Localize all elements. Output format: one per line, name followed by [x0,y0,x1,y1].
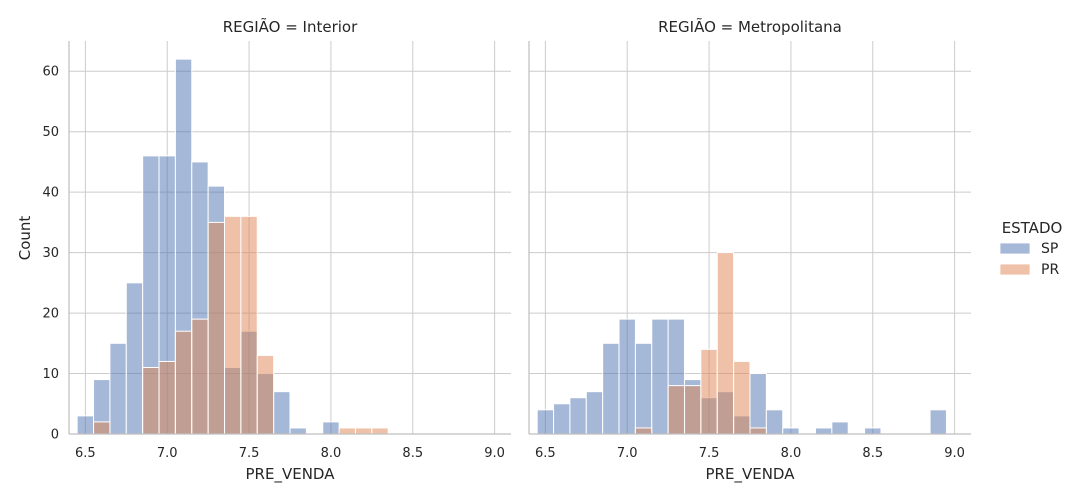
histogram-bar-pr [191,318,209,435]
histogram-bar-sp [536,409,555,435]
histogram-bar-sp [569,397,587,435]
histogram-bar-pr [354,427,373,435]
histogram-bar-pr [634,427,653,435]
histogram-bar-sp [831,421,849,435]
x-tick-label: 8.0 [321,446,342,461]
x-tick-label: 7.5 [239,446,260,461]
x-tick-label: 7.0 [157,446,178,461]
facet-title: REGIÃO = Interior [223,17,358,36]
facet-title: REGIÃO = Metropolitana [658,17,842,36]
histogram-bar-sp [749,373,767,435]
histogram-bar-pr [716,252,735,435]
facet-panel-2: 6.5 7.0 7.5 8.0 8.5 9.0 PRE_VENDA REGIÃO = Metr… [528,17,971,484]
legend-swatch-pr [999,263,1031,276]
histogram-bar-pr [142,366,160,435]
y-tick-label: 10 [42,367,59,382]
histogram-bar-pr [207,221,226,435]
facet-panel-1: 0 10 20 30 40 50 60 6.5 7.0 7.5 8.0 8.5 9.0 PRE_VENDA… [42,17,511,484]
histogram-bar-sp [109,342,127,435]
y-axis-label: Count [16,216,34,261]
histogram-bar-sp [929,409,947,435]
histogram-bar-pr [667,385,686,435]
histogram-bar-pr [256,354,275,435]
histogram-bar-sp [651,318,669,435]
histogram-bar-sp [585,391,604,435]
x-tick-label: 8.0 [781,446,802,461]
legend-swatch-sp [999,242,1031,255]
histogram-bar-sp [864,427,882,435]
histogram-bar-sp [618,318,636,435]
x-tick-label: 8.5 [402,446,423,461]
histogram-bar-pr [158,360,176,435]
x-tick-label: 7.0 [617,446,638,461]
histogram-bar-pr [733,360,751,435]
y-tick-label: 20 [42,307,59,322]
histogram-bar-pr [749,427,767,435]
y-tick-label: 60 [42,65,59,80]
x-axis-label: PRE_VENDA [706,465,796,484]
histogram-bar-pr [371,427,389,435]
y-tick-label: 0 [51,428,59,443]
y-tick-label: 30 [42,246,59,261]
histogram-bar-sp [634,342,653,435]
y-tick-label: 50 [42,125,59,140]
histogram-bar-sp [553,403,571,435]
histogram-bar-pr [338,427,356,435]
x-tick-label: 6.5 [75,446,96,461]
histogram-bar-sp [782,427,800,435]
histogram-bar-sp [125,282,144,435]
x-tick-label: 9.0 [944,446,965,461]
y-tick-label: 40 [42,186,59,201]
histogram-bar-sp [814,427,833,435]
histogram-bar-pr [240,215,258,435]
legend-label-sp: SP [1041,241,1058,257]
histogram-bar-sp [602,342,620,435]
histogram-bar-sp [273,391,291,435]
histogram-bar-sp [765,409,784,435]
x-tick-label: 6.5 [535,446,556,461]
legend-title: ESTADO [1002,219,1063,237]
histogram-bar-pr [93,421,111,435]
histogram-bar-sp [76,415,95,435]
histogram-bar-pr [224,215,242,435]
x-axis-label: PRE_VENDA [246,465,336,484]
histogram-bar-pr [700,348,718,435]
legend: ESTADO SP PR [999,219,1063,278]
x-tick-label: 9.0 [484,446,505,461]
histogram-bar-sp [289,427,307,435]
legend-label-pr: PR [1041,262,1059,278]
histogram-bar-pr [684,385,702,435]
x-tick-label: 8.5 [862,446,883,461]
histogram-bar-sp [322,421,340,435]
x-tick-label: 7.5 [699,446,720,461]
histogram-bar-pr [174,330,193,435]
